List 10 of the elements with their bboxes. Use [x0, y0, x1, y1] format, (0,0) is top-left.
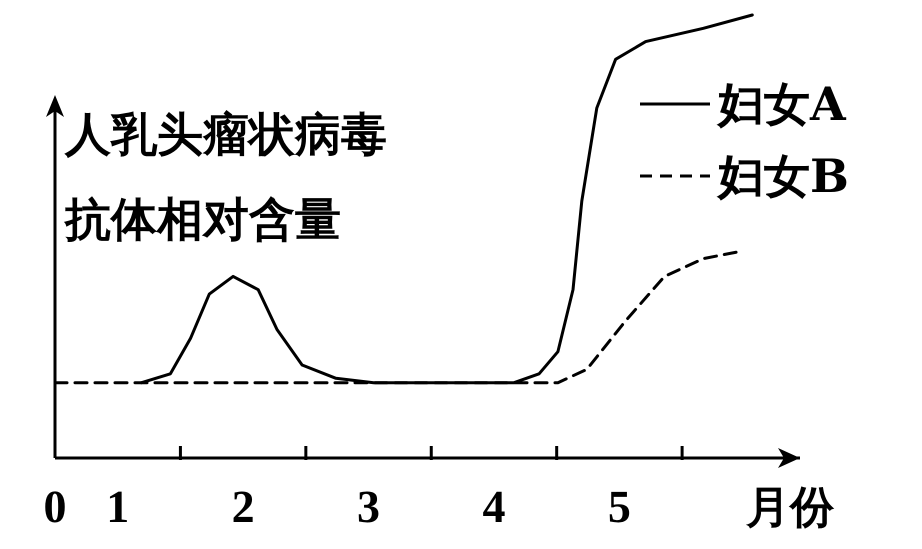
x-tick-label: 2 [232, 481, 255, 532]
x-tick-label: 3 [357, 481, 380, 532]
x-tick-label: 1 [106, 481, 130, 532]
x-tick-label: 4 [482, 481, 506, 532]
legend-label: 妇女B [716, 149, 849, 203]
legend-label: 妇女A [716, 77, 847, 131]
x-tick-label: 0 [44, 481, 66, 532]
x-tick-label: 5 [608, 481, 631, 532]
y-axis-title: 人乳头瘤状病毒抗体相对含量 [63, 107, 387, 246]
x-axis-title: 月份 [745, 482, 835, 533]
